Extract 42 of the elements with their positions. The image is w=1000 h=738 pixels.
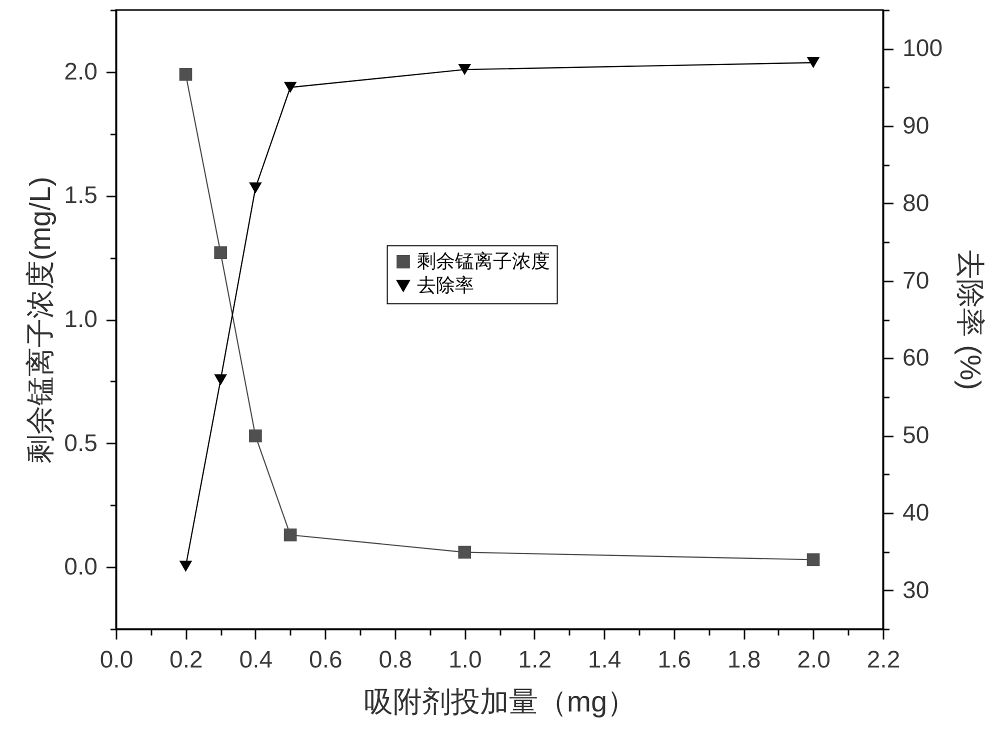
y-tick-label: 1.5 [64,182,98,210]
y2-tick-label: 80 [902,190,930,217]
legend-label: 剩余锰离子浓度 [416,250,550,273]
y2-tick-label: 30 [902,576,930,604]
point [249,429,262,442]
y-tick-label: 2.0 [64,58,98,86]
y2-tick-label: 70 [902,267,930,294]
x-tick-label: 0.2 [170,646,203,674]
x-tick-label: 0.8 [378,646,412,674]
y2-tick-label: 40 [902,499,930,526]
y-axis-title: 剩余锰离子浓度(mg/L) [25,176,58,464]
x-tick-label: 0.0 [100,646,134,674]
y2-tick-label: 60 [902,344,930,372]
y2-tick-label: 90 [902,112,930,140]
point [179,560,192,572]
y2-tick-label: 100 [902,35,943,62]
x-axis-title: 吸附剂投加量（mg） [364,686,636,718]
x-tick-label: 0.6 [308,646,342,674]
x-tick-label: 2.0 [797,646,830,674]
x-tick-label: 1.6 [658,646,692,674]
point [284,528,297,542]
x-tick-label: 1.4 [588,646,622,674]
y-tick-label: 1.0 [64,306,98,333]
y-tick-label: 0.5 [64,430,98,457]
x-tick-label: 1.8 [727,646,761,674]
point [806,553,820,566]
x-tick-label: 1.2 [518,646,552,674]
legend-label: 去除率 [416,274,474,297]
y2-tick-label: 50 [902,422,930,450]
y2-axis-title: 去除率 (%) [954,250,986,390]
point [214,374,228,386]
point [806,57,820,68]
x-tick-label: 2.2 [866,646,900,674]
point [458,64,472,76]
point [214,246,228,260]
x-tick-label: 1.0 [448,646,482,674]
point [179,68,192,81]
point [458,546,472,559]
point [284,82,297,93]
point [249,182,262,194]
y-tick-label: 0.0 [64,554,98,581]
x-tick-label: 0.4 [239,646,273,674]
